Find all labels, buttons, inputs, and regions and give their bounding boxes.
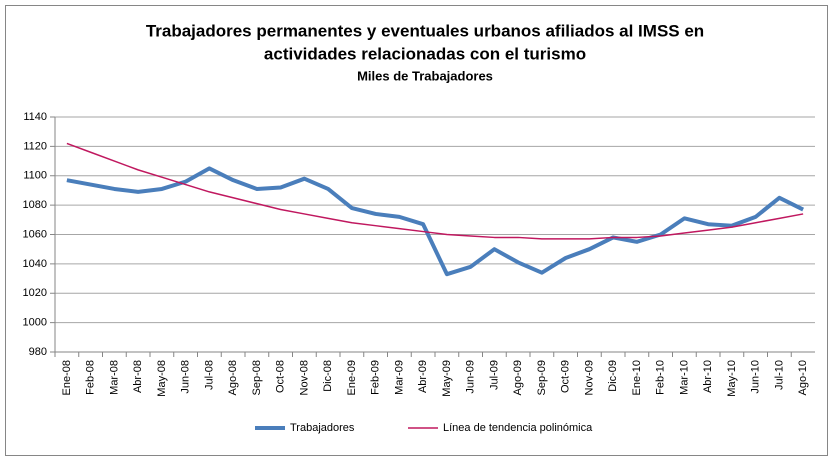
x-tick-label: Ago-08 bbox=[227, 360, 239, 395]
x-tick-label: Feb-10 bbox=[655, 360, 667, 395]
x-tick-label: Dic-08 bbox=[322, 360, 334, 392]
y-tick-label: 1060 bbox=[23, 228, 47, 240]
x-tick-label: Ago-10 bbox=[797, 360, 809, 395]
x-tick-label: Ago-09 bbox=[512, 360, 524, 395]
x-tick-label: Nov-09 bbox=[583, 360, 595, 395]
y-tick-label: 1100 bbox=[23, 170, 47, 182]
x-tick-label: Oct-08 bbox=[275, 360, 287, 393]
y-tick-label: 1040 bbox=[23, 258, 47, 270]
y-tick-label: 1140 bbox=[23, 111, 47, 123]
x-tick-label: Abr-09 bbox=[417, 360, 429, 393]
x-tick-label: Sep-08 bbox=[251, 360, 263, 395]
y-tick-label: 1020 bbox=[23, 287, 47, 299]
x-tick-label: Sep-09 bbox=[536, 360, 548, 395]
x-tick-label: Dic-09 bbox=[607, 360, 619, 392]
chart-title: actividades relacionadas con el turismo bbox=[264, 44, 586, 63]
x-tick-label: May-10 bbox=[726, 360, 738, 397]
legend-label: Línea de tendencia polinómica bbox=[443, 422, 593, 434]
x-tick-label: Jul-10 bbox=[773, 360, 785, 390]
data-line bbox=[66, 166, 805, 277]
x-tick-label: Feb-09 bbox=[370, 360, 382, 395]
y-tick-label: 1120 bbox=[23, 140, 47, 152]
x-tick-label: Jul-08 bbox=[203, 360, 215, 390]
x-tick-label: Feb-08 bbox=[85, 360, 97, 395]
x-tick-label: May-09 bbox=[441, 360, 453, 397]
chart-title: Trabajadores permanentes y eventuales ur… bbox=[146, 21, 704, 40]
x-tick-label: Nov-08 bbox=[298, 360, 310, 395]
x-tick-label: Abr-10 bbox=[702, 360, 714, 393]
legend-label: Trabajadores bbox=[290, 422, 355, 434]
x-tick-label: Oct-09 bbox=[560, 360, 572, 393]
x-tick-label: Jun-10 bbox=[750, 360, 762, 394]
data-line bbox=[66, 142, 804, 240]
x-tick-label: May-08 bbox=[156, 360, 168, 397]
y-tick-label: 980 bbox=[29, 346, 47, 358]
x-tick-label: Ene-10 bbox=[631, 360, 643, 395]
y-tick-label: 1080 bbox=[23, 199, 47, 211]
x-tick-label: Jun-08 bbox=[180, 360, 192, 394]
x-tick-label: Ene-08 bbox=[61, 360, 73, 395]
x-tick-label: Mar-08 bbox=[108, 360, 120, 395]
y-tick-label: 1000 bbox=[23, 317, 47, 329]
x-tick-label: Jul-09 bbox=[488, 360, 500, 390]
x-tick-label: Mar-10 bbox=[678, 360, 690, 395]
chart-subtitle: Miles de Trabajadores bbox=[357, 68, 493, 83]
x-tick-label: Abr-08 bbox=[132, 360, 144, 393]
x-tick-label: Ene-09 bbox=[346, 360, 358, 395]
x-tick-label: Mar-09 bbox=[393, 360, 405, 395]
x-tick-label: Jun-09 bbox=[465, 360, 477, 394]
